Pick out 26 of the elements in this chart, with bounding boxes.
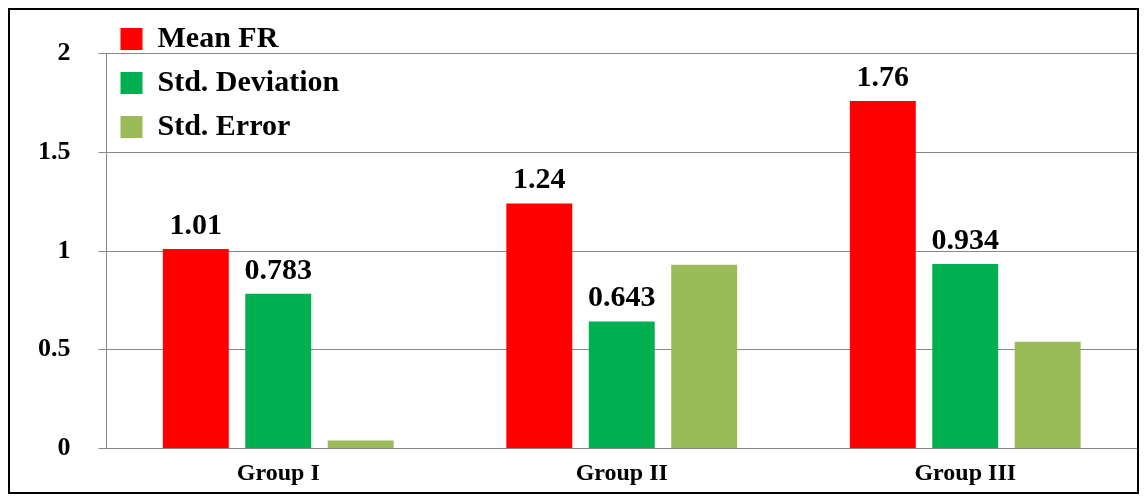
legend-label: Std. Error xyxy=(157,107,291,141)
bar xyxy=(849,100,916,448)
bar xyxy=(327,440,394,448)
data-label: 0.934 xyxy=(931,221,999,255)
data-label: 1.01 xyxy=(169,206,223,240)
bar xyxy=(245,293,312,448)
data-label: 1.76 xyxy=(856,58,910,92)
data-label: 0.783 xyxy=(244,251,312,285)
bar xyxy=(671,264,738,448)
y-tick-label: 1.5 xyxy=(38,136,71,166)
data-label: 1.24 xyxy=(513,161,566,195)
y-tick-label: 0.5 xyxy=(38,333,71,363)
x-tick-label: Group II xyxy=(575,459,668,485)
data-label: 0.643 xyxy=(588,279,656,313)
x-tick-label: Group III xyxy=(914,459,1017,485)
bar xyxy=(1014,341,1081,448)
y-tick-label: 1 xyxy=(57,234,71,264)
y-tick-label: 2 xyxy=(57,37,71,67)
bar xyxy=(588,321,655,448)
bar xyxy=(932,264,999,448)
legend-label: Std. Deviation xyxy=(157,63,340,97)
y-tick-label: 0 xyxy=(57,432,71,462)
bar xyxy=(506,203,573,448)
legend-label: Mean FR xyxy=(157,19,279,53)
x-tick-label: Group I xyxy=(236,459,320,485)
bar xyxy=(162,249,229,448)
